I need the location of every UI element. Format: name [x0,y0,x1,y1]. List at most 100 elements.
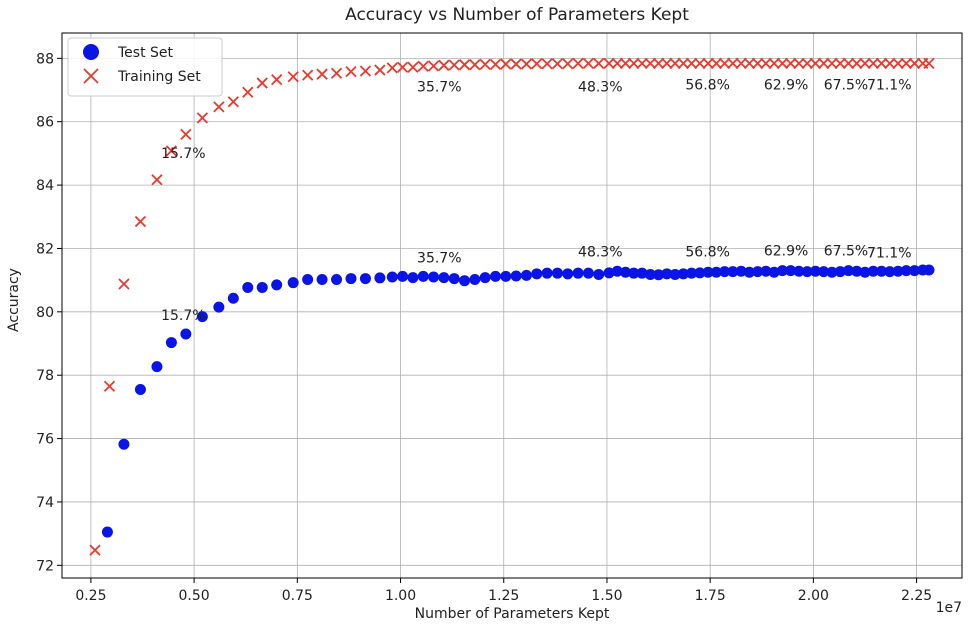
test-set-point [256,281,268,293]
y-tick-label: 86 [36,115,54,131]
test-set-point [118,438,130,450]
test-set-point [677,268,689,280]
training-set-point [900,57,912,70]
training-set-point [500,58,512,70]
test-set-point [875,265,887,277]
test-set-point [374,272,386,284]
test-set-point [531,268,543,280]
test-set-point [694,267,706,279]
training-set-point [611,57,623,70]
test-set-point [752,266,764,278]
y-tick-label: 74 [36,495,54,511]
test-set-point [884,266,896,278]
training-set-point [242,86,254,98]
training-set-point [785,57,797,70]
test-set-point [316,274,328,286]
test-set-point [562,268,574,280]
training-set-point [134,215,147,228]
training-set-point [593,57,605,70]
test-set-point [851,265,863,277]
training-set-point [118,278,130,290]
training-set-point [603,57,615,70]
training-set-point [196,112,209,124]
y-tick-label: 80 [36,305,54,321]
test-set-point [785,265,797,277]
training-set-point [851,57,863,70]
test-set-point [459,275,471,287]
test-set-point [551,267,563,279]
test-set-point [510,270,522,282]
training-set-point [572,57,584,70]
test-set-point [196,311,208,323]
test-set-point [909,265,921,277]
test-set-point [469,274,481,286]
test-set-point [760,265,772,277]
test-set-point [603,267,615,279]
training-set-point [551,58,564,70]
test-set-point [386,271,398,283]
legend-box [67,37,223,97]
test-set-point [541,267,553,279]
training-set-point [103,380,116,392]
training-set-point [743,57,756,70]
training-set-point [374,64,386,76]
x-tick-label: 2.00 [798,588,829,604]
training-set-point [727,57,739,70]
legend-x-marker [83,68,99,84]
training-set-point [448,59,460,71]
test-set-point [867,265,879,277]
y-tick-label: 82 [36,241,54,257]
test-set-point [727,266,739,278]
test-set-point [801,266,813,278]
training-set-point [793,57,805,70]
y-tick-label: 84 [36,178,54,194]
training-set-point [892,57,904,70]
training-set-point [710,57,722,70]
x-tick-label: 1.50 [591,588,622,604]
percent-annotation: 15.7% [161,308,205,324]
percent-annotation: 67.5% [824,77,868,93]
test-set-point [428,271,440,283]
test-set-point [686,267,698,279]
test-set-point [719,266,731,278]
test-set-point [859,266,871,278]
test-set-point [520,269,532,281]
x-tick-label: 1.00 [385,588,416,604]
test-set-point [653,269,665,281]
test-set-point [611,265,623,277]
y-tick-label: 78 [36,368,54,384]
test-set-point [768,266,780,278]
test-set-point [345,273,357,285]
y-axis-ticks: 72 74 76 78 80 82 84 86 88 [36,51,62,574]
training-set-point [661,57,673,70]
training-set-point [541,58,553,70]
test-set-point [180,328,192,340]
test-set-point [165,337,177,349]
training-set-point [271,73,283,86]
test-set-point [669,268,681,280]
legend: Test Set Training Set [67,37,223,97]
plot-frame [61,32,963,579]
training-set-point [151,174,163,186]
training-set-point [469,59,481,71]
test-set-point [842,265,854,277]
training-set-point [875,57,888,70]
test-set-point [331,274,343,286]
training-set-point [213,101,225,113]
percent-annotation: 62.9% [764,77,808,93]
legend-circle-marker [83,44,99,60]
test-set-point [628,267,640,279]
test-set-point [900,265,912,277]
x-axis-ticks: 0.25 0.50 0.75 1.00 1.25 1.50 1.75 2.00 2.25 [75,578,932,604]
training-set-point [407,61,419,73]
training-set-point [842,57,855,70]
x-tick-label: 2.25 [901,588,932,604]
training-set-point [520,58,533,70]
test-set-point [776,265,788,277]
test-set-point [101,526,113,538]
training-set-point [818,57,830,70]
y-tick-label: 88 [36,51,54,67]
test-set-point [923,264,935,276]
test-set-point [735,265,747,277]
series-training-set [89,57,935,556]
